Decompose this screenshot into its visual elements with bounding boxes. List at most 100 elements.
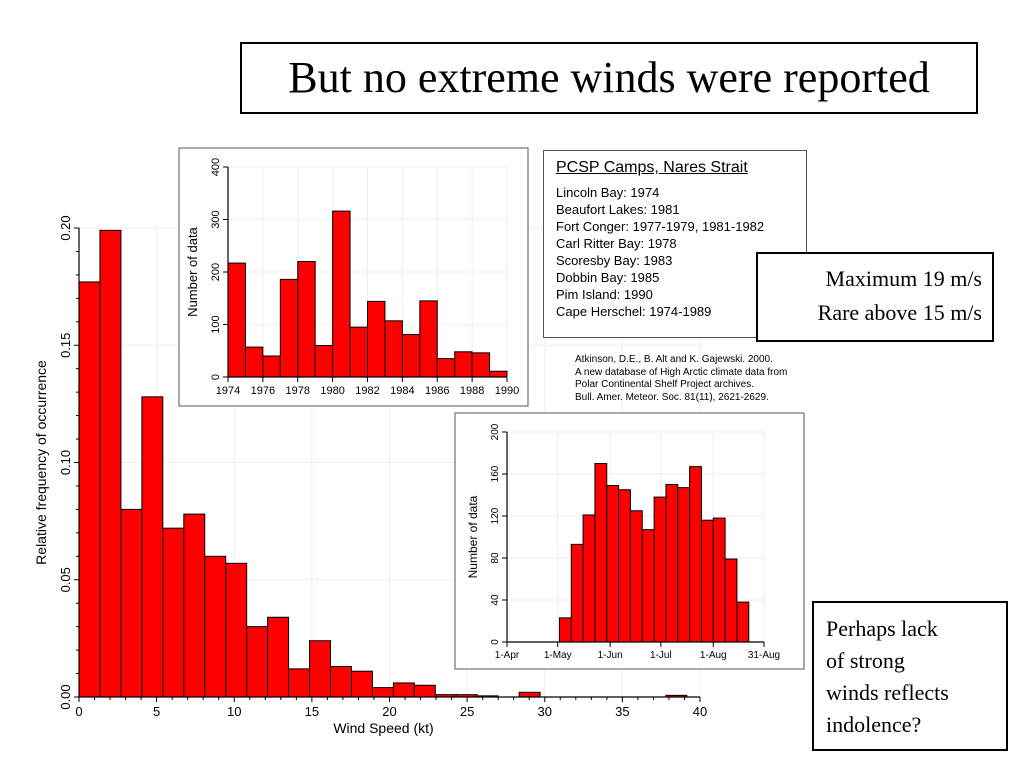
bar [297, 261, 316, 378]
bar [162, 527, 185, 698]
indolence-note-line: of strong [826, 648, 905, 673]
y-tick-label: 0.05 [58, 567, 73, 592]
bar [712, 517, 726, 643]
citation-line: Polar Continental Shelf Project archives… [575, 379, 754, 390]
y-tick-label: 200 [490, 423, 501, 440]
bar [204, 555, 227, 698]
y-tick-label: 80 [490, 552, 501, 564]
bar [392, 682, 415, 698]
x-tick-label: 25 [460, 704, 474, 719]
y-tick-label: 0 [210, 374, 222, 380]
bar [314, 345, 334, 378]
citation-line: A new database of High Arctic climate da… [575, 366, 788, 378]
x-tick-label: 20 [382, 704, 396, 719]
x-tick-label: 1-Apr [495, 650, 520, 661]
x-tick-label: 10 [227, 704, 241, 719]
bar [629, 510, 643, 643]
x-tick-label: 1978 [286, 385, 310, 397]
bar [225, 562, 248, 698]
bar [330, 666, 352, 698]
bar [309, 640, 332, 698]
wind-note-line: Maximum 19 m/s [825, 266, 982, 291]
x-tick-label: 1-Jun [598, 650, 623, 661]
y-tick-label: 0.10 [58, 450, 73, 475]
bar [454, 351, 473, 378]
x-tick-label: 1982 [355, 385, 379, 397]
chart-wind: 0 5 10 15 20 25 30 35 40 0.00 0.05 0.10 0.15 0.20 Wind… [33, 215, 707, 736]
x-tick-label: 1976 [251, 385, 275, 397]
legend-item: Fort Conger: 1977-1979, 1981-1982 [556, 219, 765, 234]
y-tick-label: 100 [210, 315, 222, 333]
bar [227, 262, 246, 378]
bar [244, 346, 264, 378]
y-tick-label: 0 [490, 639, 501, 645]
bar [384, 320, 403, 378]
x-axis-label: Wind Speed (kt) [333, 720, 433, 736]
bar [436, 358, 456, 378]
bar [371, 687, 394, 698]
wind-note-line: Rare above 15 m/s [817, 300, 982, 325]
bar [653, 496, 667, 643]
bar [618, 489, 631, 643]
bar [401, 333, 421, 378]
bar [288, 668, 311, 698]
bar [606, 485, 620, 643]
bar [570, 543, 584, 643]
x-tick-label: 1-Jul [650, 650, 672, 661]
bar [183, 513, 206, 698]
bar [665, 484, 679, 643]
legend-title: PCSP Camps, Nares Strait [556, 159, 748, 176]
x-tick-label: 1986 [425, 385, 449, 397]
x-tick-label: 1-Aug [700, 650, 727, 661]
y-axis-label: Number of data [185, 226, 200, 316]
indolence-note: Perhaps lack of strong winds reflects in… [812, 601, 1008, 751]
camps-legend: PCSP Camps, Nares Strait Lincoln Bay: 19… [543, 150, 807, 338]
bar [724, 558, 738, 643]
bar [267, 616, 290, 698]
x-tick-label: 5 [153, 704, 160, 719]
x-tick-label: 1988 [460, 385, 484, 397]
y-tick-label: 40 [490, 594, 501, 606]
chart-years: 1974 1976 1978 1980 1982 1984 1986 1988 1990 0 100… [178, 147, 529, 407]
x-tick-label: 1974 [216, 385, 240, 397]
x-tick-label: 1984 [390, 385, 414, 397]
bar [689, 466, 702, 643]
legend-item: Scoresby Bay: 1983 [556, 253, 673, 268]
x-tick-label: 0 [75, 704, 82, 719]
legend-item: Cape Herschel: 1974-1989 [556, 304, 712, 319]
bar [736, 601, 750, 643]
citation-line: Atkinson, D.E., B. Alt and K. Gajewski. … [575, 354, 773, 365]
bar [700, 519, 714, 643]
bar [262, 355, 281, 378]
bar [279, 278, 299, 378]
indolence-note-line: winds reflects [826, 680, 949, 705]
x-tick-label: 30 [538, 704, 552, 719]
y-tick-label: 160 [490, 465, 501, 482]
legend-item: Beaufort Lakes: 1981 [556, 202, 680, 217]
x-tick-label: 31-Aug [748, 650, 780, 661]
y-axis-label: Number of data [466, 495, 480, 578]
bar [141, 396, 164, 698]
bar [594, 463, 608, 643]
chart-season: 1-Apr 1-May 1-Jun 1-Jul 1-Aug 31-Aug 0 40 80 120 1… [454, 412, 805, 670]
y-tick-label: 0.00 [58, 684, 73, 709]
bar [641, 529, 655, 643]
legend-item: Lincoln Bay: 1974 [556, 185, 660, 200]
y-tick-label: 300 [210, 210, 222, 228]
legend-item: Pim Island: 1990 [556, 287, 653, 302]
indolence-note-line: Perhaps lack [826, 616, 938, 641]
wind-max-note: Maximum 19 m/s Rare above 15 m/s [756, 252, 994, 342]
x-tick-label: 15 [305, 704, 319, 719]
bar [349, 326, 368, 378]
indolence-note-line: indolence? [826, 712, 922, 737]
x-tick-label: 35 [615, 704, 629, 719]
y-tick-label: 0.20 [58, 215, 73, 240]
legend-item: Dobbin Bay: 1985 [556, 270, 660, 285]
bar [78, 281, 101, 698]
y-axis-label: Relative frequency of occurrence [33, 360, 49, 565]
bar [582, 514, 596, 643]
bar [367, 300, 386, 378]
y-tick-label: 400 [210, 158, 222, 176]
bar [518, 691, 541, 698]
